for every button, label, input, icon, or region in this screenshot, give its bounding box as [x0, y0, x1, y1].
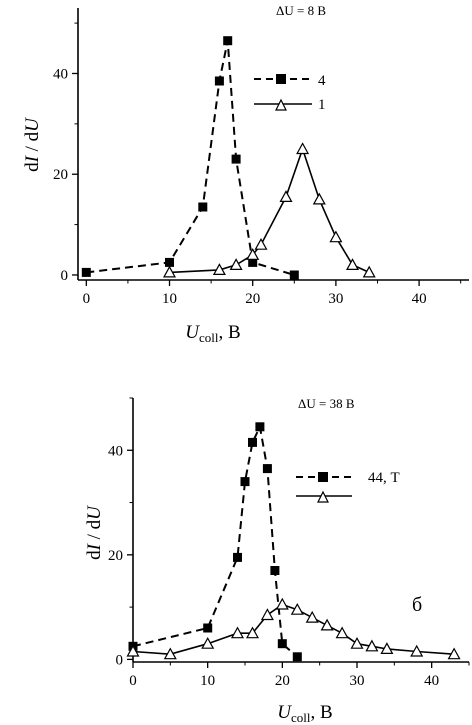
panel-b-legend: 44, Т	[296, 470, 400, 503]
series-1-line	[132, 423, 298, 658]
series-2-triangle-point	[212, 263, 226, 275]
y-tick-label: 0	[116, 652, 124, 668]
series-1-square-point	[231, 154, 241, 164]
legend-a-series1-marker	[276, 74, 286, 84]
series-1-square-point	[214, 76, 224, 86]
series-2-triangle-point	[296, 142, 310, 155]
panel-a-data	[81, 36, 376, 280]
x-tick-label: 10	[200, 673, 215, 689]
chart-panel-b: ΔU = 38 В 0 10 20 30 40 0 20 40 44, Т б dI / dU…	[84, 396, 470, 725]
series-2-triangle-point	[329, 230, 343, 243]
chart-panel-a: ΔU = 8 В 0 10 20 30 40 0 20 40 4 1 dI / dU Ucol…	[22, 3, 469, 345]
series-1-square-point	[198, 202, 208, 212]
x-tick-label: 40	[412, 291, 427, 307]
series-2-triangle-point	[345, 258, 360, 270]
panel-b-data	[126, 422, 461, 662]
x-tick-label: 0	[129, 673, 137, 689]
panel-b-corner-letter: б	[412, 594, 422, 616]
y-tick-label: 20	[108, 548, 123, 564]
x-tick-label: 30	[328, 291, 343, 307]
x-tick-label: 40	[424, 673, 439, 689]
series-2-triangle-point	[126, 644, 140, 657]
x-tick-label: 20	[245, 291, 260, 307]
panel-b-annotation: ΔU = 38 В	[298, 396, 355, 411]
series-2-triangle-point	[279, 190, 293, 202]
series-2-triangle-point	[410, 644, 424, 657]
series-1-square-point	[292, 652, 302, 662]
series-2-triangle-point	[201, 636, 215, 649]
legend-b-series1-label: 44, Т	[368, 470, 400, 486]
series-1-square-point	[270, 566, 280, 575]
y-tick-label: 40	[108, 443, 123, 459]
legend-b-series1-marker	[318, 472, 328, 482]
panel-b-axes: 0 10 20 30 40 0 20 40	[108, 397, 470, 689]
legend-b-series2-marker	[317, 490, 329, 503]
series-2-triangle-point	[260, 608, 274, 621]
series-1-square-point	[277, 639, 287, 649]
series-2-triangle-point	[380, 642, 394, 655]
series-2-triangle-point	[275, 597, 289, 610]
series-1-square-point	[240, 477, 250, 487]
y-tick-label: 40	[53, 66, 68, 82]
panel-a-annotation: ΔU = 8 В	[276, 3, 326, 18]
series-2-triangle-point	[447, 647, 461, 660]
series-2-line	[132, 603, 455, 656]
series-2-triangle-point	[335, 626, 349, 639]
panel-b-y-axis-label: dI / dU	[84, 505, 105, 560]
panel-a-axes: 0 10 20 30 40 0 20 40	[53, 8, 469, 307]
legend-a-series2-marker	[275, 98, 287, 111]
series-2-triangle-point	[312, 192, 326, 205]
panel-a-y-axis-label: dI / dU	[22, 117, 43, 172]
series-1-square-point	[223, 36, 233, 46]
series-2-triangle-point	[230, 626, 245, 639]
series-1-square-point	[248, 257, 258, 267]
series-2-triangle-point	[245, 626, 260, 639]
y-tick-label: 20	[53, 167, 68, 183]
x-tick-label: 0	[83, 291, 91, 307]
series-2-triangle-point	[365, 639, 379, 652]
series-1-line	[86, 40, 295, 276]
series-2-triangle-point	[362, 265, 376, 278]
x-tick-label: 30	[350, 673, 365, 689]
series-2-triangle-point	[290, 602, 304, 615]
series-2-triangle-point	[229, 258, 243, 270]
series-2-triangle-point	[320, 618, 334, 631]
series-1-square-point	[262, 464, 272, 474]
series-2-triangle-point	[305, 610, 319, 623]
series-2-triangle-point	[254, 237, 268, 250]
series-2-triangle-point	[163, 647, 177, 660]
legend-a-series2-label: 1	[318, 97, 326, 113]
legend-a-series1-label: 4	[318, 73, 326, 89]
series-1-square-point	[248, 437, 257, 447]
series-1-square-point	[165, 257, 174, 267]
x-tick-label: 10	[162, 291, 177, 307]
series-1-square-point	[255, 422, 265, 432]
series-2-triangle-point	[246, 248, 260, 260]
y-tick-label: 0	[61, 268, 69, 284]
panel-a-legend: 4 1	[254, 73, 326, 113]
series-2-triangle-point	[350, 636, 364, 649]
panel-a-x-axis-label: Ucoll, В	[185, 322, 240, 345]
series-1-square-point	[203, 623, 213, 633]
series-2-triangle-point	[162, 265, 177, 278]
panel-b-x-axis-label: Ucoll, В	[277, 702, 332, 725]
series-1-square-point	[289, 270, 299, 280]
series-1-square-point	[233, 552, 242, 562]
series-1-square-point	[81, 267, 91, 277]
x-tick-label: 20	[275, 673, 290, 689]
